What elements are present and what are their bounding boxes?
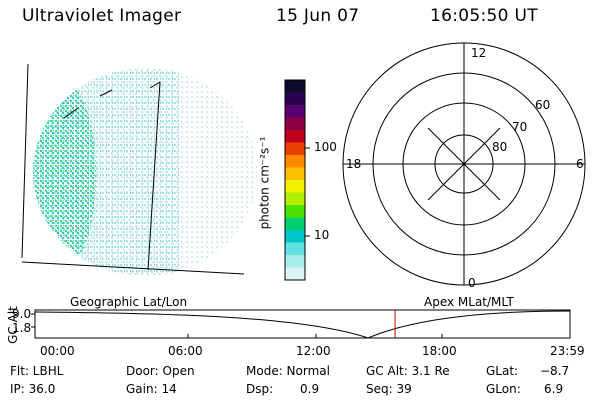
status-door: Door: Open [126,364,195,378]
status-glat-label: GLat: [486,364,519,378]
geographic-title: Geographic Lat/Lon [70,295,188,309]
colorbar-band [285,230,305,243]
status-ip: IP: 36.0 [10,382,56,396]
status-seq: Seq: 39 [366,382,412,396]
track-panel-frame [34,309,571,339]
y-tick-9: 9.0 [12,307,32,321]
colorbar-band [285,255,305,268]
colorbar-band [285,267,305,281]
time-label: 16:05:50 UT [430,6,538,26]
status-glon-label: GLon: [486,382,521,396]
colorbar-tick-100: 100 [314,140,337,154]
colorbar-band [285,117,305,131]
altitude-curve [34,310,571,339]
status-mode: Mode: Normal [246,364,330,378]
status-gain: Gain: 14 [126,382,177,396]
status-glat-value: −8.7 [540,364,570,378]
x-tick-2359: 23:59 [550,344,585,358]
colorbar-band [285,192,305,206]
status-glon-value: 6.9 [544,382,564,396]
colorbar-unit-label: photon cm⁻²s⁻¹ [257,136,272,230]
lat-label-70: 70 [512,120,528,134]
mlt-label-12: 12 [471,46,487,60]
colorbar-band [285,217,305,231]
colorbar-band [285,92,305,106]
globe-boundary-line [21,63,29,259]
colorbar-band [285,142,305,156]
coastline-marks [63,81,161,119]
colorbar-band [285,80,305,93]
colorbar-tick-10: 10 [314,228,330,242]
colorbar-band [285,105,305,118]
colorbar-band [285,180,305,193]
colorbar-band [285,167,305,181]
x-tick-1800: 18:00 [422,344,457,358]
colorbar-frame [284,79,306,281]
status-gc-alt: GC Alt: 3.1 Re [366,364,450,378]
colorbar-band [285,155,305,168]
colorbar-band [285,130,305,143]
y-tick-1-8: 1.8 [12,321,32,335]
horizon-line [21,261,245,275]
apex-title: Apex MLat/MLT [424,295,514,309]
mlt-label-6: 6 [576,157,584,171]
colorbar [285,80,305,281]
mlt-label-18: 18 [346,157,362,171]
x-tick-0600: 06:00 [168,344,203,358]
status-dsp-label: Dsp: [246,382,274,396]
x-tick-0000: 00:00 [40,344,75,358]
colorbar-band [285,205,305,218]
date-label: 15 Jun 07 [276,6,360,26]
status-dsp-value: 0.9 [300,382,320,396]
polar-plot [342,42,586,286]
globe-image [33,68,257,276]
mlt-label-0: 0 [468,276,476,290]
colorbar-band [285,242,305,256]
instrument-title: Ultraviolet Imager [22,6,182,26]
lat-label-80: 80 [492,140,508,154]
status-filter: Flt: LBHL [10,364,64,378]
x-tick-1200: 12:00 [296,344,331,358]
meridian-line [147,81,161,271]
lat-label-60: 60 [535,98,551,112]
